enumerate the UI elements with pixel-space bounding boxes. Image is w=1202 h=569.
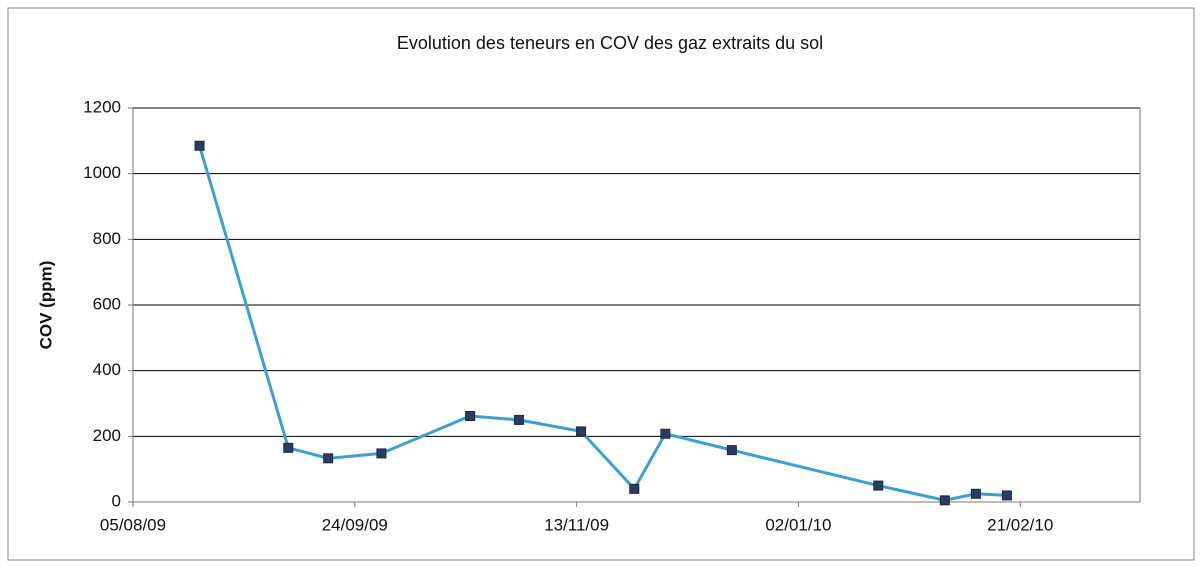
data-point	[376, 448, 387, 459]
data-point	[660, 428, 671, 439]
x-tick-label: 02/01/10	[765, 515, 831, 534]
y-tick-label: 1000	[83, 163, 121, 182]
y-tick-label: 1200	[83, 97, 121, 116]
y-tick-label: 0	[112, 491, 121, 510]
x-tick-label: 13/11/09	[544, 515, 609, 534]
chart-frame	[7, 7, 1195, 561]
data-point	[576, 426, 587, 437]
data-point	[513, 414, 524, 425]
x-tick-label: 21/02/10	[987, 515, 1053, 534]
data-point	[465, 410, 476, 421]
data-point	[726, 445, 737, 456]
data-point	[873, 480, 884, 491]
data-point	[194, 140, 205, 151]
y-tick-label: 600	[93, 294, 121, 313]
data-point	[629, 483, 640, 494]
data-point	[283, 442, 294, 453]
y-tick-label: 800	[93, 229, 121, 248]
x-tick-label: 24/09/09	[322, 515, 388, 534]
data-point	[323, 453, 334, 464]
data-point	[970, 488, 981, 499]
x-tick-label: 05/08/09	[100, 515, 166, 534]
chart-title: Evolution des teneurs en COV des gaz ext…	[397, 33, 823, 53]
y-axis-label: COV (ppm)	[36, 261, 55, 350]
data-line	[198, 145, 1007, 502]
y-tick-label: 400	[93, 360, 121, 379]
y-tick-label: 200	[93, 426, 121, 445]
data-point	[1001, 490, 1012, 501]
data-point	[939, 495, 950, 506]
